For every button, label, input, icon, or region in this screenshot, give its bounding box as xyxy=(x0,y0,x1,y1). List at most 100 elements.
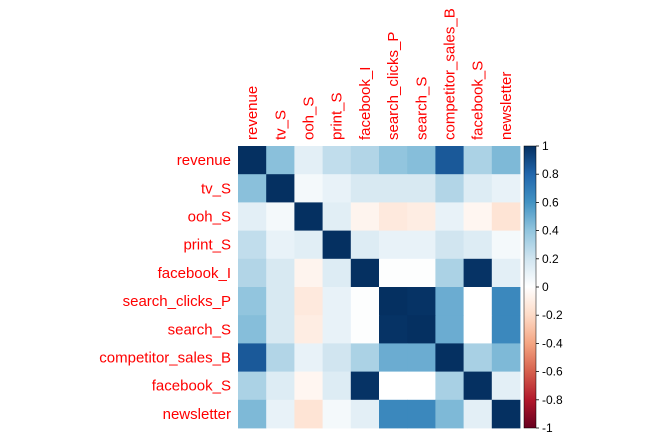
row-label: competitor_sales_B xyxy=(99,350,231,367)
heatmap-cell xyxy=(407,230,436,260)
colorbar-tick-label: 0.4 xyxy=(542,224,559,238)
heatmap-cell xyxy=(266,174,295,203)
heatmap-cell xyxy=(407,399,436,429)
heatmap-cell xyxy=(266,371,295,401)
heatmap-cell xyxy=(238,287,267,316)
colorbar-tick-label: -1 xyxy=(542,421,553,435)
heatmap-cell xyxy=(379,202,408,231)
heatmap-cell xyxy=(379,371,408,401)
heatmap-cell xyxy=(238,146,267,175)
column-label: ooh_S xyxy=(301,97,318,140)
row-label: tv_S xyxy=(201,180,231,197)
heatmap-cell xyxy=(379,146,408,175)
heatmap-cell xyxy=(435,343,464,372)
colorbar-tick-label: 0.2 xyxy=(542,252,559,266)
colorbar-tick-label: 0.8 xyxy=(542,167,559,181)
heatmap-cell xyxy=(491,174,521,203)
heatmap-cell xyxy=(322,343,352,372)
heatmap-cell xyxy=(266,258,295,288)
heatmap-cell xyxy=(491,146,521,175)
heatmap-cell xyxy=(379,399,408,429)
row-label: revenue xyxy=(177,152,231,169)
row-label: ooh_S xyxy=(188,209,231,226)
row-label: facebook_S xyxy=(152,378,231,395)
heatmap-cell xyxy=(322,315,352,344)
column-label: newsletter xyxy=(498,72,515,140)
heatmap-cell xyxy=(238,343,267,372)
heatmap-cell xyxy=(491,287,521,316)
heatmap-cells xyxy=(238,146,521,429)
heatmap-cell xyxy=(266,399,295,429)
heatmap-cell xyxy=(238,202,267,231)
heatmap-cell xyxy=(350,202,380,231)
heatmap-cell xyxy=(322,146,352,175)
heatmap-cell xyxy=(350,174,380,203)
heatmap-cell xyxy=(266,202,295,231)
heatmap-cell xyxy=(266,287,295,316)
heatmap-cell xyxy=(294,343,323,372)
heatmap-cell xyxy=(294,315,323,344)
heatmap-cell xyxy=(294,399,323,429)
heatmap-cell xyxy=(491,315,521,344)
heatmap-cell xyxy=(463,287,493,316)
column-label: competitor_sales_B xyxy=(442,8,459,140)
heatmap-cell xyxy=(491,258,521,288)
column-label: tv_S xyxy=(272,110,289,140)
heatmap-cell xyxy=(350,146,380,175)
heatmap-cell xyxy=(463,146,493,175)
heatmap-cell xyxy=(379,258,408,288)
heatmap-cell xyxy=(435,230,464,260)
colorbar-tick-label: 0 xyxy=(542,280,549,294)
heatmap-cell xyxy=(407,258,436,288)
heatmap-cell xyxy=(294,146,323,175)
row-label: search_S xyxy=(168,321,231,338)
column-label: search_clicks_P xyxy=(385,32,402,140)
heatmap-cell xyxy=(435,146,464,175)
heatmap-cell xyxy=(407,371,436,401)
heatmap-cell xyxy=(238,315,267,344)
heatmap-cell xyxy=(435,287,464,316)
heatmap-cell xyxy=(322,371,352,401)
heatmap-cell xyxy=(463,315,493,344)
heatmap-cell xyxy=(350,315,380,344)
heatmap-cell xyxy=(463,343,493,372)
heatmap-cell xyxy=(266,315,295,344)
heatmap-cell xyxy=(407,174,436,203)
heatmap-cell xyxy=(350,287,380,316)
colorbar-tick-label: -0.2 xyxy=(542,308,563,322)
heatmap-cell xyxy=(379,315,408,344)
heatmap-cell xyxy=(350,258,380,288)
heatmap-cell xyxy=(463,230,493,260)
heatmap-cell xyxy=(322,287,352,316)
heatmap-cell xyxy=(322,202,352,231)
heatmap-cell xyxy=(435,315,464,344)
heatmap-cell xyxy=(491,399,521,429)
heatmap-cell xyxy=(294,202,323,231)
colorbar: 1 0.8 0.6 0.4 0.2 0 -0.2 -0.4 -0.6 -0.8 -1 xyxy=(523,139,563,435)
colorbar-gradient xyxy=(523,145,537,429)
row-label: print_S xyxy=(183,237,231,254)
column-label: print_S xyxy=(329,92,346,140)
heatmap-cell xyxy=(435,174,464,203)
heatmap-cell xyxy=(238,371,267,401)
column-labels: revenue tv_S ooh_S print_S facebook_I search_… xyxy=(244,8,515,140)
heatmap-cell xyxy=(379,343,408,372)
column-label: facebook_I xyxy=(357,67,374,140)
heatmap-cell xyxy=(238,258,267,288)
column-label: facebook_S xyxy=(470,61,487,140)
heatmap-cell xyxy=(463,399,493,429)
heatmap-cell xyxy=(379,287,408,316)
heatmap-cell xyxy=(379,174,408,203)
row-label: newsletter xyxy=(163,406,231,423)
heatmap-cell xyxy=(294,287,323,316)
heatmap-cell xyxy=(435,371,464,401)
colorbar-tick-label: 1 xyxy=(542,139,549,153)
heatmap-cell xyxy=(407,146,436,175)
heatmap-cell xyxy=(294,230,323,260)
heatmap-cell xyxy=(463,258,493,288)
colorbar-tick-label: 0.6 xyxy=(542,195,559,209)
colorbar-tick-label: -0.6 xyxy=(542,365,563,379)
heatmap-cell xyxy=(350,399,380,429)
heatmap-cell xyxy=(238,399,267,429)
